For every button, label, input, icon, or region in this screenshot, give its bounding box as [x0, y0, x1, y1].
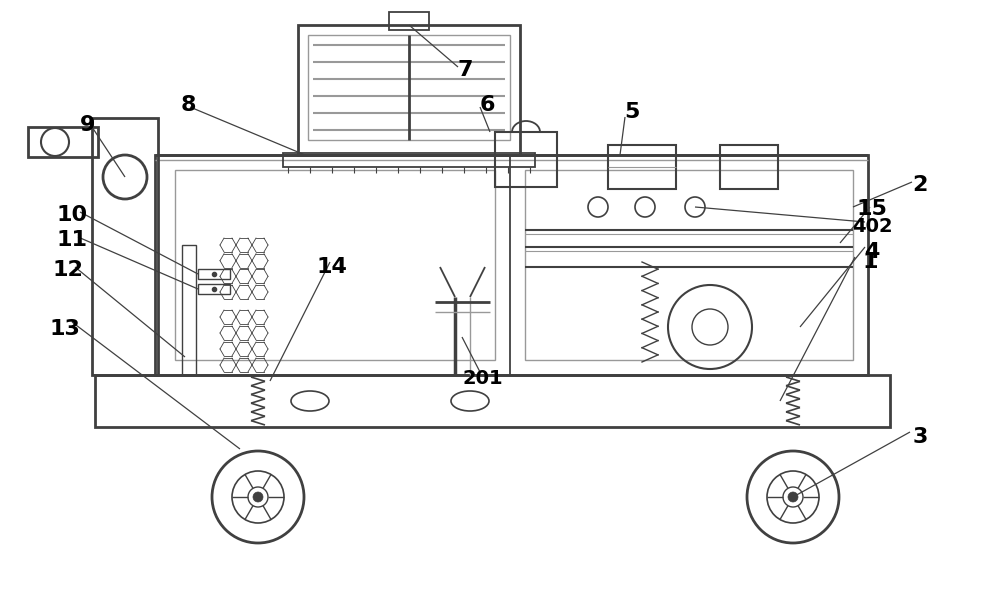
- Bar: [525, 170, 853, 360]
- Text: 10: 10: [56, 205, 88, 225]
- Text: 3: 3: [912, 427, 928, 447]
- Text: 5: 5: [624, 102, 640, 122]
- Bar: [175, 170, 495, 360]
- Text: 402: 402: [852, 217, 892, 236]
- Bar: [155, 155, 868, 375]
- Text: 13: 13: [50, 319, 80, 339]
- Bar: [95, 375, 890, 427]
- Bar: [720, 145, 778, 189]
- Text: 11: 11: [56, 230, 88, 250]
- Bar: [389, 12, 429, 30]
- Text: 2: 2: [912, 175, 928, 195]
- Bar: [198, 269, 230, 279]
- Circle shape: [788, 492, 798, 502]
- Bar: [28, 127, 98, 157]
- Bar: [298, 25, 520, 155]
- Bar: [608, 145, 676, 189]
- Bar: [283, 153, 535, 167]
- Circle shape: [253, 492, 263, 502]
- Bar: [92, 118, 158, 375]
- Bar: [182, 245, 196, 375]
- Text: 6: 6: [479, 95, 495, 115]
- Text: 9: 9: [80, 115, 96, 135]
- Text: 4: 4: [864, 242, 880, 262]
- Text: 14: 14: [317, 257, 347, 277]
- Text: 8: 8: [180, 95, 196, 115]
- Bar: [198, 284, 230, 294]
- Text: 15: 15: [857, 199, 887, 219]
- Text: 1: 1: [862, 252, 878, 272]
- Text: 7: 7: [457, 60, 473, 80]
- Bar: [495, 132, 557, 187]
- Text: 201: 201: [463, 370, 503, 389]
- Bar: [308, 35, 510, 140]
- Text: 12: 12: [53, 260, 83, 280]
